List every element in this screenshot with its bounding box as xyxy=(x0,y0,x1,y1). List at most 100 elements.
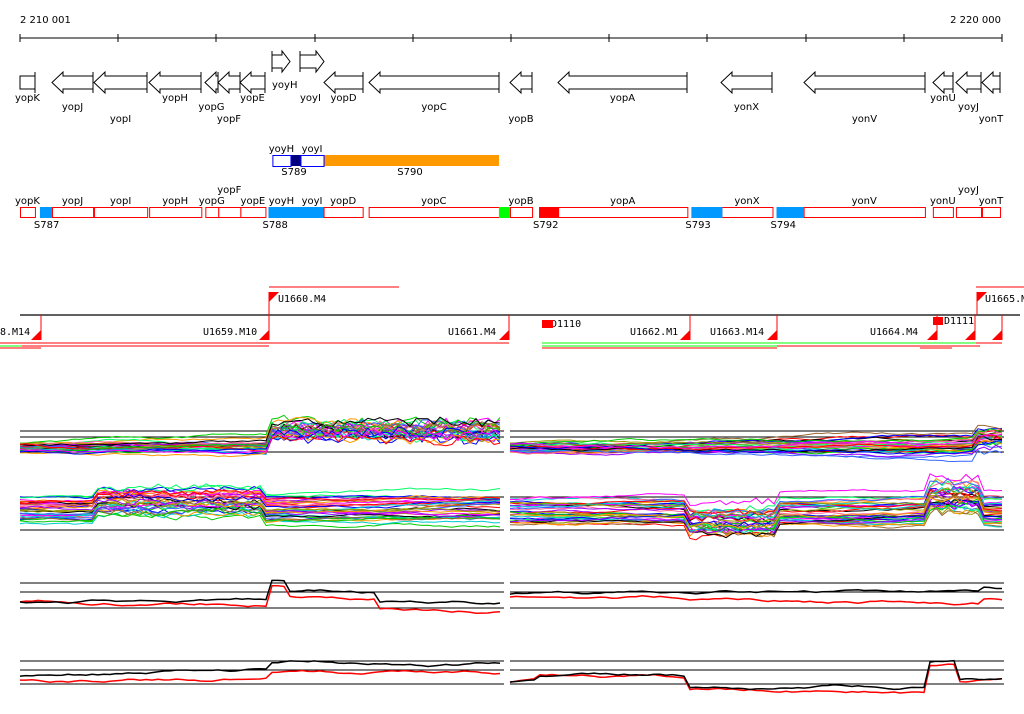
gene-yonU xyxy=(932,70,953,95)
segment-label: yopG xyxy=(199,196,225,207)
gene-yonT xyxy=(981,70,1000,95)
tu-flag xyxy=(977,292,987,302)
gene-label: yopH xyxy=(162,93,188,104)
tu-label: D1110 xyxy=(551,319,581,330)
gene-label: yopF xyxy=(217,114,241,125)
segment-block xyxy=(39,207,53,218)
gene-label: yopA xyxy=(610,93,635,104)
tu-flag xyxy=(680,330,690,340)
gene-label: yopJ xyxy=(62,102,83,113)
segment-label: yoyH xyxy=(269,196,294,207)
expression-trace xyxy=(19,510,501,529)
feature-box-label: yoyH xyxy=(269,144,294,155)
gene-label: yopB xyxy=(508,114,533,125)
expression-trace xyxy=(19,585,501,615)
feature-block xyxy=(323,155,499,166)
expression-trace xyxy=(509,500,1003,534)
segment-label: yopH xyxy=(162,196,188,207)
tu-block xyxy=(933,317,943,325)
tu-label: U1659.M10 xyxy=(203,327,257,338)
segment-block xyxy=(691,207,723,218)
segment-yopD xyxy=(323,207,364,218)
segment-block-label: S787 xyxy=(34,220,59,231)
expression-trace xyxy=(19,579,501,605)
expression-profiles xyxy=(19,414,1004,694)
expression-trace xyxy=(509,663,1003,694)
feature-label-s789: S789 xyxy=(281,167,306,178)
expression-trace xyxy=(509,436,1002,453)
tu-flag xyxy=(31,330,41,340)
expression-trace xyxy=(509,440,1003,455)
segment-yopA xyxy=(558,207,689,218)
feature-track: S789 S790 yoyH yoyI xyxy=(269,144,499,178)
expression-trace xyxy=(509,473,1003,506)
gene-yopA xyxy=(557,70,687,95)
tu-label: 8.M14 xyxy=(0,327,30,338)
gene-yopF xyxy=(217,70,240,95)
expression-trace xyxy=(20,422,501,452)
feature-box xyxy=(300,155,325,167)
segment-block xyxy=(776,207,804,218)
gene-label: yoyI xyxy=(300,93,321,104)
segment-block xyxy=(268,207,324,218)
expression-trace xyxy=(509,433,1003,448)
feature-box xyxy=(272,155,292,167)
segment-block-label: S792 xyxy=(533,220,558,231)
segment-label: yonU xyxy=(930,196,956,207)
segment-yopH xyxy=(149,207,203,218)
segment-yonU xyxy=(932,207,954,218)
expression-trace xyxy=(509,659,1003,691)
gene-label: yonT xyxy=(979,114,1004,125)
segment-yonT xyxy=(981,207,1002,218)
segment-block-label: S793 xyxy=(685,220,710,231)
segment-label: yonX xyxy=(734,196,759,207)
coordinate-axis: 2 210 001 2 220 000 xyxy=(19,15,1003,42)
expression-trace xyxy=(19,483,501,499)
expression-trace xyxy=(509,449,1003,463)
feature-label-s790: S790 xyxy=(397,167,422,178)
tu-flag xyxy=(927,330,937,340)
expression-trace xyxy=(509,489,1003,516)
expression-trace xyxy=(19,428,501,451)
expression-trace xyxy=(509,428,1003,446)
segment-label: yopI xyxy=(110,196,131,207)
gene-yopH xyxy=(148,70,201,95)
expression-trace xyxy=(509,488,1003,523)
expression-trace xyxy=(19,497,501,514)
expression-trace xyxy=(509,487,1003,518)
segment-label: yopB xyxy=(508,196,533,207)
segment-yonX xyxy=(721,207,774,218)
expression-trace xyxy=(19,500,501,513)
tu-label: U1663.M14 xyxy=(710,327,764,338)
expression-trace xyxy=(19,498,501,518)
expression-trace xyxy=(19,432,501,458)
axis-start-label: 2 210 001 xyxy=(20,15,71,26)
segment-label: yoyJ xyxy=(958,185,979,196)
tu-label: D1111 xyxy=(944,316,974,327)
expression-trace xyxy=(19,429,501,455)
segment-yopB xyxy=(509,207,534,218)
gene-label: yonV xyxy=(852,114,877,125)
segment-label: yopE xyxy=(241,196,266,207)
expression-trace xyxy=(19,507,501,523)
gene-label: yopC xyxy=(421,102,446,113)
tu-flag xyxy=(259,330,269,340)
tu-block xyxy=(542,320,553,328)
segment-label: yopF xyxy=(217,185,241,196)
tu-flag xyxy=(499,330,509,340)
gene-yonV xyxy=(803,70,925,95)
tu-label: U1665.M xyxy=(985,294,1024,305)
segment-yopG xyxy=(205,207,220,218)
tu-flag xyxy=(965,330,975,340)
tu-label: U1661.M4 xyxy=(448,327,496,338)
gene-yopI xyxy=(93,70,147,95)
gene-label: yonX xyxy=(734,102,759,113)
segment-yonV xyxy=(803,207,926,218)
expression-trace xyxy=(509,586,1002,595)
gene-label: yopE xyxy=(240,93,265,104)
tu-flag xyxy=(992,330,1002,340)
segment-label: yopC xyxy=(421,196,446,207)
segment-block xyxy=(498,207,510,218)
